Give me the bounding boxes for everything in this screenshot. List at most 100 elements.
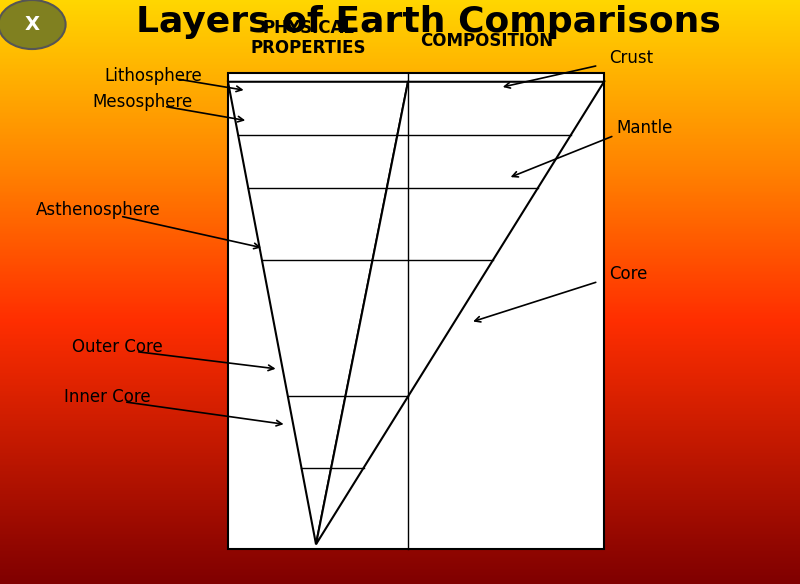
Bar	[0, 259, 800, 262]
Bar	[0, 396, 800, 399]
Bar	[0, 35, 800, 38]
Bar	[0, 298, 800, 301]
Bar	[0, 373, 800, 376]
Bar	[0, 44, 800, 47]
Bar	[0, 25, 800, 28]
Bar	[0, 75, 800, 78]
Bar	[0, 570, 800, 572]
Bar	[0, 313, 800, 315]
Bar	[0, 19, 800, 22]
Bar	[0, 192, 800, 194]
Bar	[0, 265, 800, 267]
Bar	[0, 262, 800, 264]
Bar	[0, 257, 800, 260]
Bar	[0, 280, 800, 283]
Bar	[0, 187, 800, 190]
Bar	[0, 46, 800, 48]
Bar	[0, 27, 800, 29]
Bar	[0, 389, 800, 391]
Bar	[0, 489, 800, 492]
Bar	[0, 564, 800, 566]
Bar	[0, 117, 800, 120]
Bar	[0, 512, 800, 514]
Bar	[0, 219, 800, 222]
Bar	[0, 529, 800, 531]
Bar	[0, 152, 800, 155]
Bar	[0, 311, 800, 314]
Bar	[0, 34, 800, 36]
Bar	[0, 2, 800, 5]
Text: Outer Core: Outer Core	[72, 339, 162, 356]
Bar	[0, 98, 800, 101]
Bar	[0, 453, 800, 456]
Bar	[0, 18, 800, 20]
Bar	[0, 454, 800, 457]
Bar	[0, 580, 800, 582]
Bar	[0, 304, 800, 307]
Bar	[0, 88, 800, 91]
Bar	[0, 576, 800, 578]
Bar	[0, 139, 800, 141]
Bar	[0, 366, 800, 368]
Bar	[0, 418, 800, 420]
Bar	[0, 68, 800, 70]
Bar	[0, 126, 800, 128]
Bar	[0, 333, 800, 336]
Bar	[0, 403, 800, 406]
Bar	[0, 212, 800, 214]
Bar	[0, 211, 800, 213]
Bar	[0, 294, 800, 297]
Bar	[0, 395, 800, 397]
Bar	[0, 461, 800, 464]
Bar	[0, 475, 800, 478]
Bar	[0, 292, 800, 295]
Bar	[0, 196, 800, 199]
Bar	[0, 524, 800, 527]
Bar	[0, 526, 800, 529]
Bar	[0, 317, 800, 320]
Bar	[0, 72, 800, 75]
Bar	[0, 213, 800, 216]
Bar	[0, 370, 800, 373]
Text: Mesosphere: Mesosphere	[92, 93, 192, 111]
Bar	[0, 28, 800, 30]
Bar	[0, 308, 800, 311]
Bar	[0, 110, 800, 112]
Text: COMPOSITION: COMPOSITION	[420, 32, 553, 50]
Bar	[0, 561, 800, 564]
Bar	[0, 155, 800, 158]
Bar	[0, 345, 800, 347]
Bar	[0, 406, 800, 409]
Bar	[0, 54, 800, 57]
Bar	[0, 276, 800, 279]
Text: Layers of Earth Comparisons: Layers of Earth Comparisons	[135, 5, 721, 39]
Bar	[0, 217, 800, 219]
Bar	[0, 109, 800, 111]
Bar	[0, 84, 800, 86]
Polygon shape	[228, 82, 408, 544]
Bar	[0, 368, 800, 371]
Bar	[0, 327, 800, 330]
Bar	[0, 533, 800, 536]
Bar	[0, 288, 800, 290]
Bar	[0, 502, 800, 505]
Bar	[0, 358, 800, 361]
Bar	[0, 440, 800, 443]
Bar	[0, 303, 800, 305]
Text: Asthenosphere: Asthenosphere	[36, 201, 161, 219]
Bar	[0, 551, 800, 554]
Bar	[0, 536, 800, 539]
Bar	[0, 571, 800, 573]
Bar	[0, 315, 800, 318]
Bar	[0, 59, 800, 61]
Bar	[0, 123, 800, 126]
Bar	[0, 56, 800, 58]
Bar	[0, 235, 800, 238]
Bar	[0, 321, 800, 324]
Bar	[0, 8, 800, 11]
Bar	[0, 104, 800, 106]
Bar	[0, 451, 800, 454]
Bar	[0, 387, 800, 390]
Bar	[0, 361, 800, 363]
Bar	[0, 412, 800, 415]
